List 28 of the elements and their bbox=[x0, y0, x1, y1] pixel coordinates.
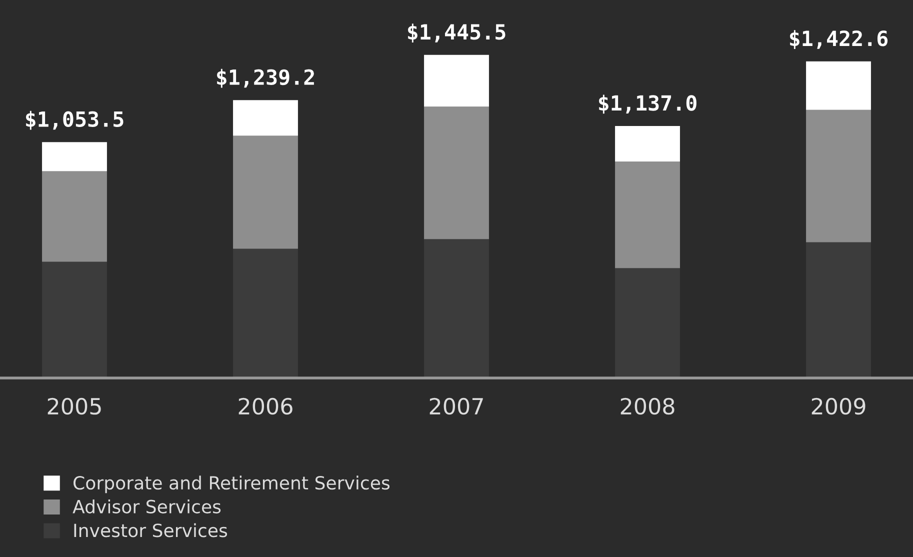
x-tick-label: 2006 bbox=[238, 398, 292, 415]
annotation: $1,137.0 bbox=[599, 94, 696, 114]
bar bbox=[424, 106, 489, 240]
bar bbox=[424, 54, 489, 107]
bar bbox=[806, 110, 871, 242]
bar bbox=[806, 242, 871, 378]
bar bbox=[42, 171, 107, 262]
bar bbox=[233, 100, 298, 136]
x-tick-label: 2008 bbox=[620, 398, 674, 415]
legend-label: Advisor Services bbox=[72, 499, 221, 514]
annotation: $1,445.5 bbox=[408, 24, 506, 43]
bar bbox=[42, 262, 107, 378]
legend-label: Corporate and Retirement Services bbox=[74, 476, 390, 494]
x-tick-label: 2009 bbox=[812, 398, 866, 415]
bar bbox=[806, 61, 871, 110]
annotation: $1,239.2 bbox=[216, 68, 314, 88]
x-tick-label: 2007 bbox=[430, 398, 483, 415]
bar bbox=[615, 162, 680, 268]
annotation: $1,053.5 bbox=[26, 110, 124, 130]
legend-label: Investor Services bbox=[74, 523, 228, 538]
x-tick-label: 2005 bbox=[48, 398, 101, 415]
bar bbox=[615, 126, 680, 162]
bar bbox=[615, 268, 680, 378]
bar bbox=[233, 248, 298, 378]
bar bbox=[233, 136, 298, 249]
annotation: $1,422.6 bbox=[790, 30, 888, 50]
bar bbox=[42, 142, 107, 172]
bar bbox=[424, 239, 489, 378]
